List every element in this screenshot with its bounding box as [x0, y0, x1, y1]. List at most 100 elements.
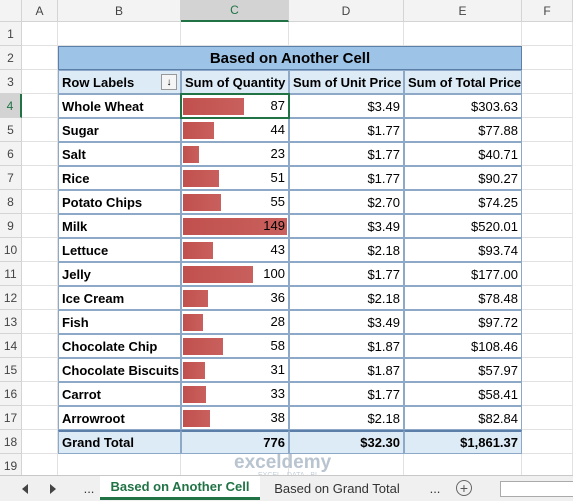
- quantity: 149: [263, 218, 285, 233]
- unit-price: $3.49: [289, 94, 404, 118]
- quantity: 43: [270, 242, 285, 257]
- row-header[interactable]: 3: [0, 70, 22, 94]
- cell: [22, 262, 58, 286]
- row-header[interactable]: 1: [0, 22, 22, 46]
- active-sheet-tab[interactable]: Based on Another Cell: [100, 476, 260, 500]
- row-label: Whole Wheat: [58, 94, 181, 118]
- row-header[interactable]: 13: [0, 310, 22, 334]
- total-price: $93.74: [404, 238, 522, 262]
- sheet-tab[interactable]: ...: [429, 480, 441, 496]
- column-header[interactable]: B: [58, 0, 181, 22]
- data-bar: [183, 290, 209, 307]
- row-header[interactable]: 7: [0, 166, 22, 190]
- row-header[interactable]: 9: [0, 214, 22, 238]
- add-sheet[interactable]: +: [456, 480, 472, 496]
- column-header[interactable]: E: [404, 0, 522, 22]
- cell: [22, 382, 58, 406]
- grand-total: $32.30: [289, 430, 404, 454]
- unit-price: $1.77: [289, 142, 404, 166]
- data-bar: [183, 314, 203, 331]
- quantity-cell: 58: [181, 334, 289, 358]
- row-header[interactable]: 8: [0, 190, 22, 214]
- cell: [522, 430, 573, 454]
- cell: [522, 166, 573, 190]
- row-header[interactable]: 10: [0, 238, 22, 262]
- cell: [181, 22, 289, 46]
- data-bar: [183, 218, 287, 235]
- row-header[interactable]: 17: [0, 406, 22, 430]
- cell: [58, 22, 181, 46]
- cell: [22, 286, 58, 310]
- pivot-header: Sum of Total Price: [404, 70, 522, 94]
- watermark: exceldemy: [234, 452, 332, 473]
- column-header[interactable]: A: [22, 0, 58, 22]
- cell: [522, 94, 573, 118]
- row-header[interactable]: 5: [0, 118, 22, 142]
- cell: [522, 406, 573, 430]
- row-header[interactable]: 12: [0, 286, 22, 310]
- row-header[interactable]: 18: [0, 430, 22, 454]
- corner: [0, 0, 22, 22]
- cell: [22, 190, 58, 214]
- scrollbar[interactable]: [500, 481, 573, 497]
- cell: [22, 142, 58, 166]
- data-bar: [183, 266, 253, 283]
- column-header[interactable]: C: [181, 0, 289, 22]
- total-price: $177.00: [404, 262, 522, 286]
- cell: [22, 46, 58, 70]
- data-bar: [183, 242, 213, 259]
- column-header[interactable]: D: [289, 0, 404, 22]
- total-price: $520.01: [404, 214, 522, 238]
- quantity: 33: [270, 386, 285, 401]
- prev-sheet[interactable]: [22, 484, 28, 494]
- tab-bar: + ... Based on Another Cell Based on Grand…: [0, 475, 573, 501]
- total-price: $108.46: [404, 334, 522, 358]
- cell: [22, 310, 58, 334]
- total-price: $78.48: [404, 286, 522, 310]
- unit-price: $2.70: [289, 190, 404, 214]
- quantity-cell: 149: [181, 214, 289, 238]
- cell: [22, 166, 58, 190]
- quantity: 100: [263, 266, 285, 281]
- cell: [522, 214, 573, 238]
- row-header[interactable]: 6: [0, 142, 22, 166]
- quantity: 58: [270, 338, 285, 353]
- row-label: Arrowroot: [58, 406, 181, 430]
- cell: [522, 358, 573, 382]
- cell: [22, 214, 58, 238]
- column-header[interactable]: F: [522, 0, 573, 22]
- filter-button[interactable]: ↓: [161, 74, 177, 90]
- quantity: 44: [270, 122, 285, 137]
- row-label: Salt: [58, 142, 181, 166]
- row-label: Chocolate Chip: [58, 334, 181, 358]
- sheet-tab[interactable]: Based on Grand Total: [274, 480, 400, 496]
- cell: [522, 46, 573, 70]
- total-price: $90.27: [404, 166, 522, 190]
- cell: [522, 262, 573, 286]
- quantity-cell: 28: [181, 310, 289, 334]
- row-header[interactable]: 16: [0, 382, 22, 406]
- quantity-cell: 51: [181, 166, 289, 190]
- quantity: 51: [270, 170, 285, 185]
- sheet-tab[interactable]: ...: [83, 480, 95, 496]
- next-sheet[interactable]: [50, 484, 56, 494]
- row-header[interactable]: 2: [0, 46, 22, 70]
- row-header[interactable]: 4: [0, 94, 22, 118]
- row-label: Jelly: [58, 262, 181, 286]
- selected-cell: [180, 93, 290, 119]
- cell: [22, 406, 58, 430]
- data-bar: [183, 146, 200, 163]
- row-label: Ice Cream: [58, 286, 181, 310]
- quantity: 55: [270, 194, 285, 209]
- row-header[interactable]: 14: [0, 334, 22, 358]
- row-header[interactable]: 11: [0, 262, 22, 286]
- quantity-cell: 23: [181, 142, 289, 166]
- row-header[interactable]: 15: [0, 358, 22, 382]
- quantity-cell: 36: [181, 286, 289, 310]
- total-price: $303.63: [404, 94, 522, 118]
- cell: [289, 22, 404, 46]
- unit-price: $1.77: [289, 382, 404, 406]
- data-bar: [183, 362, 205, 379]
- row-label: Potato Chips: [58, 190, 181, 214]
- data-bar: [183, 98, 244, 115]
